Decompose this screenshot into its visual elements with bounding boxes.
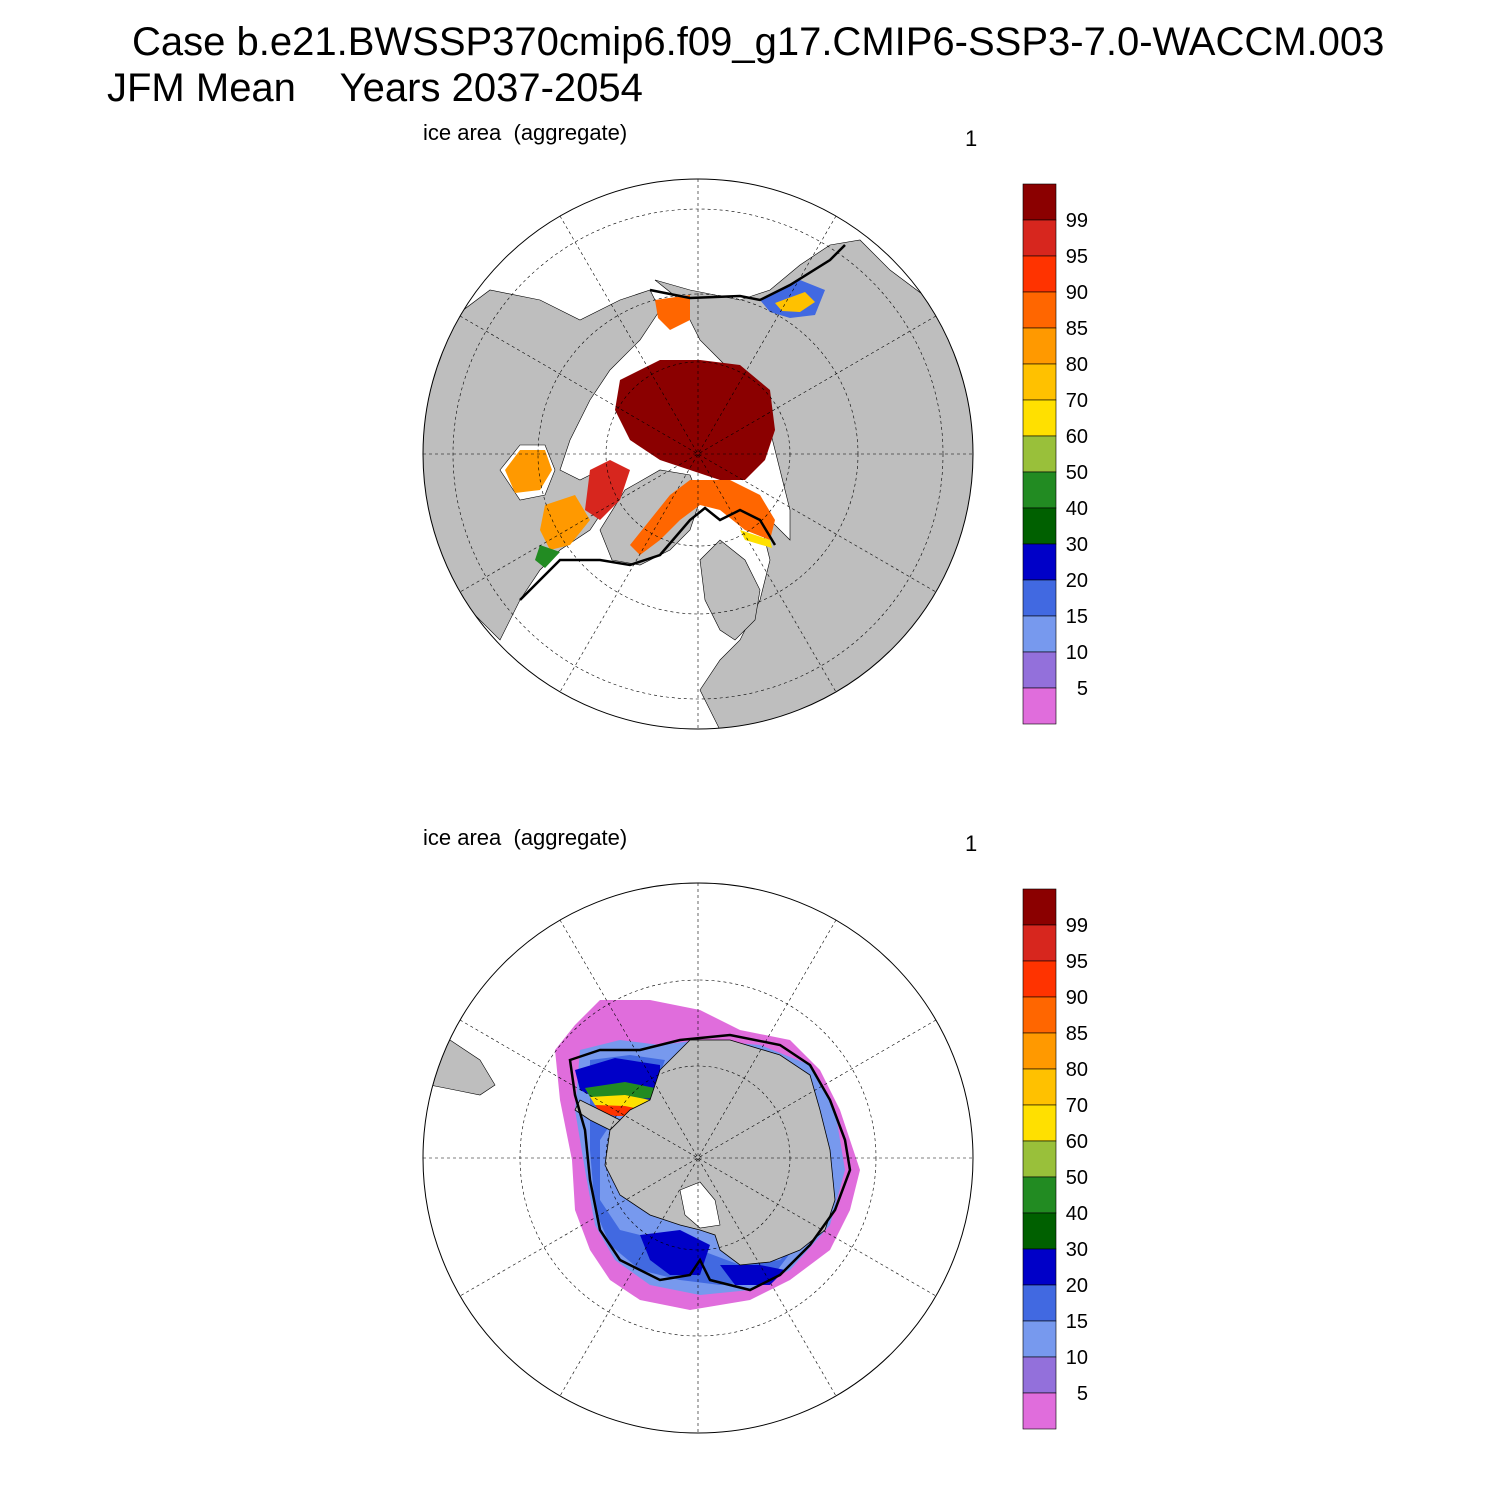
colorbar-tick-label: 50 <box>1066 1167 1088 1189</box>
colorbar-tick-label: 30 <box>1066 1239 1088 1261</box>
colorbar-swatch <box>1022 1140 1057 1178</box>
south-panel-label: ice area (aggregate) <box>423 825 628 850</box>
colorbar-swatch <box>1022 996 1057 1034</box>
colorbar-tick-label: 70 <box>1066 1095 1088 1117</box>
colorbar-tick-label: 5 <box>1077 1383 1088 1405</box>
colorbar-tick-label: 40 <box>1066 498 1088 520</box>
colorbar-tick-label: 15 <box>1066 1311 1088 1333</box>
south-ice-edge-contour <box>568 1033 852 1292</box>
colorbar-tick-label: 99 <box>1066 210 1088 232</box>
colorbar-swatch <box>1022 615 1057 653</box>
south-map-border <box>422 882 974 1434</box>
north-graticule <box>423 179 973 729</box>
colorbar-tick-label: 50 <box>1066 462 1088 484</box>
colorbar-tick-label: 70 <box>1066 390 1088 412</box>
colorbar-swatch <box>1022 255 1057 293</box>
case-title: Case b.e21.BWSSP370cmip6.f09_g17.CMIP6-S… <box>132 20 1385 64</box>
north-polar-map <box>422 178 974 730</box>
colorbar-swatch <box>1022 651 1057 689</box>
north-land-scandinavia <box>699 539 761 641</box>
colorbar-tick-label: 90 <box>1066 987 1088 1009</box>
colorbar-swatch <box>1022 1284 1057 1322</box>
south-land-antarctic-peninsula <box>574 1099 621 1131</box>
colorbar-swatch <box>1022 1104 1057 1142</box>
colorbar-tick-label: 80 <box>1066 1059 1088 1081</box>
colorbar-tick-label: 10 <box>1066 1347 1088 1369</box>
colorbar-swatch <box>1022 1392 1057 1430</box>
colorbar-swatch <box>1022 924 1057 962</box>
colorbar-swatch <box>1022 1068 1057 1106</box>
colorbar-swatch <box>1022 1212 1057 1250</box>
colorbar-tick-label: 85 <box>1066 1023 1088 1045</box>
colorbar-swatch <box>1022 291 1057 329</box>
south-map-content <box>423 1000 860 1310</box>
colorbar-swatch <box>1022 1032 1057 1070</box>
colorbar-swatch <box>1022 1248 1057 1286</box>
colorbar-tick-label: 60 <box>1066 426 1088 448</box>
north-ice-bering <box>655 295 690 330</box>
colorbar-swatch <box>1022 543 1057 581</box>
colorbar-swatch <box>1022 363 1057 401</box>
north-ice-labrador <box>540 495 590 550</box>
colorbar-tick-label: 20 <box>1066 1275 1088 1297</box>
colorbar-tick-label: 85 <box>1066 318 1088 340</box>
season-years-title: JFM Mean Years 2037-2054 <box>107 66 643 110</box>
north-ice-okhotsk-inner <box>775 292 815 312</box>
colorbar-swatch <box>1022 183 1057 221</box>
colorbar-swatch <box>1022 507 1057 545</box>
colorbar-swatch <box>1022 579 1057 617</box>
colorbar-swatch <box>1022 960 1057 998</box>
north-ice-labrador-edge <box>535 545 560 568</box>
colorbar-south: 99 95 90 85 80 70 60 50 40 30 20 15 10 5 <box>1022 888 1088 1430</box>
colorbar-tick-label: 95 <box>1066 951 1088 973</box>
colorbar-swatch <box>1022 1356 1057 1394</box>
north-ice-core <box>615 360 775 480</box>
south-land-antarctica <box>604 1039 836 1266</box>
north-ice-baffin <box>585 460 630 520</box>
north-panel-number: 1 <box>965 126 978 151</box>
colorbar-tick-label: 30 <box>1066 534 1088 556</box>
colorbar-tick-label: 10 <box>1066 642 1088 664</box>
south-ice-ross-darkblue <box>640 1230 710 1275</box>
north-ice-edge-contour <box>519 506 777 601</box>
colorbar-tick-label: 40 <box>1066 1203 1088 1225</box>
south-graticule <box>423 883 973 1433</box>
north-panel-label: ice area (aggregate) <box>423 120 628 145</box>
colorbar-swatch <box>1022 399 1057 437</box>
colorbar-swatch <box>1022 435 1057 473</box>
colorbar-tick-label: 80 <box>1066 354 1088 376</box>
colorbar-tick-label: 15 <box>1066 606 1088 628</box>
colorbar-tick-label: 60 <box>1066 1131 1088 1153</box>
colorbar-north: 99 95 90 85 80 70 60 50 40 30 20 15 10 5 <box>1022 183 1088 725</box>
colorbar-tick-label: 5 <box>1077 678 1088 700</box>
colorbar-tick-label: 20 <box>1066 570 1088 592</box>
south-ice-shelf-ross <box>679 1181 721 1229</box>
colorbar-swatch <box>1022 327 1057 365</box>
colorbar-swatch <box>1022 471 1057 509</box>
colorbar-tick-label: 95 <box>1066 246 1088 268</box>
north-map-border <box>422 178 974 730</box>
colorbar-swatch <box>1022 687 1057 725</box>
north-ice-edge-contour-pacific <box>649 244 846 302</box>
south-polar-map <box>422 882 974 1434</box>
colorbar-swatch <box>1022 1176 1057 1214</box>
colorbar-swatch <box>1022 888 1057 926</box>
north-map-content <box>423 239 973 729</box>
colorbar-swatch <box>1022 219 1057 257</box>
north-ice-barents-edge <box>740 530 772 548</box>
north-ice-barents-band <box>630 480 775 555</box>
colorbar-tick-label: 99 <box>1066 915 1088 937</box>
south-ice-weddell-green <box>585 1082 655 1100</box>
south-panel-number: 1 <box>965 831 978 856</box>
colorbar-swatch <box>1022 1320 1057 1358</box>
colorbar-tick-label: 90 <box>1066 282 1088 304</box>
